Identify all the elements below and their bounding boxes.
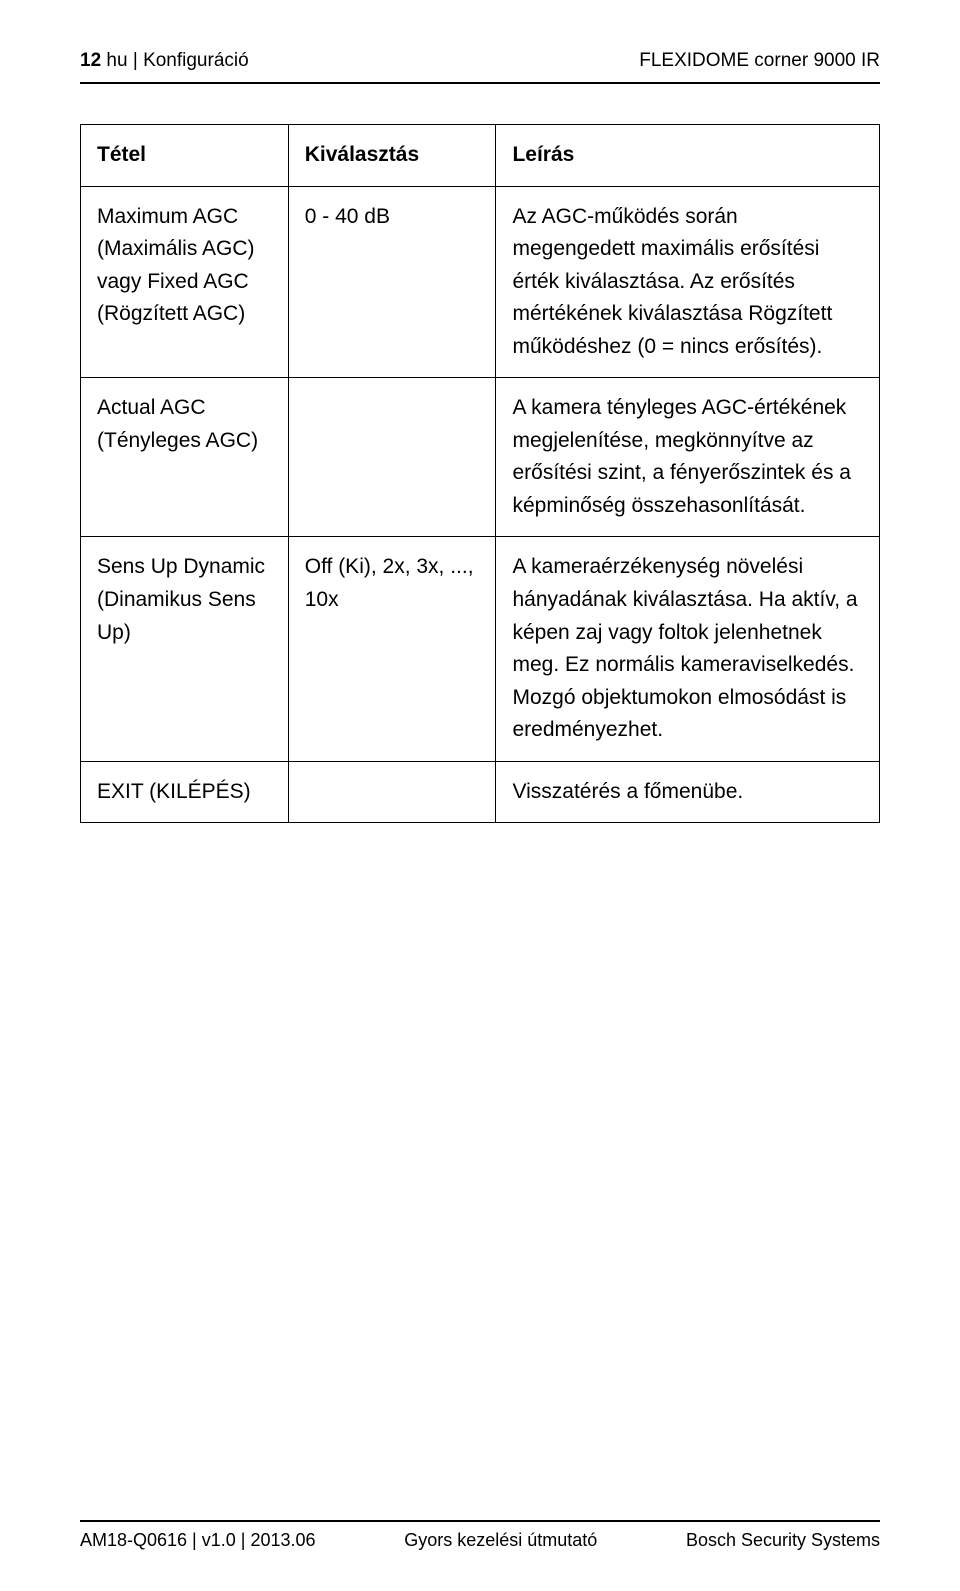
header-left: 12 hu | Konfiguráció (80, 50, 249, 72)
header-product: FLEXIDOME corner 9000 IR (639, 50, 880, 72)
footer-left: AM18-Q0616 | v1.0 | 2013.06 (80, 1530, 316, 1551)
cell-kivalasztas: Off (Ki), 2x, 3x, ..., 10x (288, 537, 496, 761)
table-row: Maximum AGC (Maximális AGC) vagy Fixed A… (81, 186, 880, 378)
cell-tetel: Actual AGC (Tényleges AGC) (81, 378, 289, 537)
cell-leiras: Visszatérés a főmenübe. (496, 761, 880, 823)
footer-right: Bosch Security Systems (686, 1530, 880, 1551)
cell-kivalasztas (288, 761, 496, 823)
header-section: Konfiguráció (143, 50, 249, 71)
cell-tetel: EXIT (KILÉPÉS) (81, 761, 289, 823)
footer-center: Gyors kezelési útmutató (404, 1530, 597, 1551)
col-tetel: Tétel (81, 125, 289, 187)
page-number: 12 (80, 50, 101, 71)
page-footer: AM18-Q0616 | v1.0 | 2013.06 Gyors kezelé… (80, 1520, 880, 1551)
table-header-row: Tétel Kiválasztás Leírás (81, 125, 880, 187)
cell-kivalasztas: 0 - 40 dB (288, 186, 496, 378)
cell-tetel: Sens Up Dynamic (Dinamikus Sens Up) (81, 537, 289, 761)
table-row: Sens Up Dynamic (Dinamikus Sens Up) Off … (81, 537, 880, 761)
header-lang: hu (106, 50, 127, 71)
cell-leiras: A kamera tényleges AGC-értékének megjele… (496, 378, 880, 537)
config-table: Tétel Kiválasztás Leírás Maximum AGC (Ma… (80, 124, 880, 823)
footer-rule (80, 1520, 880, 1522)
col-leiras: Leírás (496, 125, 880, 187)
header-rule (80, 82, 880, 84)
cell-leiras: A kameraérzékenység növelési hányadának … (496, 537, 880, 761)
col-kivalasztas: Kiválasztás (288, 125, 496, 187)
cell-leiras: Az AGC-működés során megengedett maximál… (496, 186, 880, 378)
table-row: EXIT (KILÉPÉS) Visszatérés a főmenübe. (81, 761, 880, 823)
page-header: 12 hu | Konfiguráció FLEXIDOME corner 90… (80, 50, 880, 72)
header-sep: | (133, 50, 143, 71)
cell-tetel: Maximum AGC (Maximális AGC) vagy Fixed A… (81, 186, 289, 378)
cell-kivalasztas (288, 378, 496, 537)
table-row: Actual AGC (Tényleges AGC) A kamera tény… (81, 378, 880, 537)
page: 12 hu | Konfiguráció FLEXIDOME corner 90… (0, 0, 960, 1591)
footer-row: AM18-Q0616 | v1.0 | 2013.06 Gyors kezelé… (80, 1530, 880, 1551)
